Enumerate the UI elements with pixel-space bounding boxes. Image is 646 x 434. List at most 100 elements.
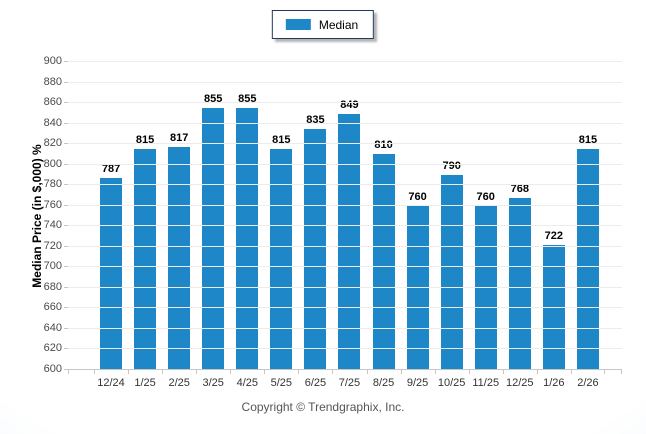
- y-tick-label: 740: [43, 219, 62, 232]
- gridline: [68, 266, 622, 268]
- gridline: [68, 327, 622, 329]
- median-series-swatch-icon: [285, 19, 311, 30]
- bar-value-label: 760: [476, 190, 495, 203]
- y-axis-title: Median Price (in $,000) %: [30, 144, 44, 288]
- x-tick-label: 4/25: [236, 377, 258, 389]
- x-tick-label: 1/26: [543, 377, 565, 389]
- bar-slot: 815 2/26: [570, 62, 605, 389]
- bar-slot: 815 5/25: [264, 62, 298, 389]
- x-axis-tick: [400, 370, 402, 374]
- gridline: [68, 307, 622, 309]
- x-tick-label: 5/25: [270, 377, 293, 389]
- bar: [508, 197, 531, 370]
- bar: [372, 154, 395, 370]
- y-axis-tick: [64, 286, 68, 288]
- x-tick-label: 12/24: [97, 377, 125, 389]
- x-axis-tick: [434, 370, 436, 374]
- bar-slot: 760 11/25: [468, 62, 503, 389]
- bar-slot: 810 8/25: [366, 62, 401, 389]
- x-tick-label: 12/25: [506, 377, 534, 389]
- y-tick-label: 640: [43, 321, 62, 334]
- bar: [134, 149, 157, 370]
- bar-value-label: 835: [306, 113, 325, 126]
- bar: [202, 108, 225, 370]
- x-axis-end-tick: [68, 370, 69, 374]
- bar-slot: 790 10/25: [434, 62, 469, 389]
- x-axis-tick: [128, 370, 130, 374]
- y-tick-label: 660: [43, 301, 62, 314]
- bar: [542, 244, 565, 370]
- bar-slot: 722 1/26: [536, 62, 571, 389]
- bar: [168, 147, 191, 370]
- bar-value-label: 815: [272, 134, 291, 147]
- y-axis-tick: [64, 122, 68, 124]
- gridline: [68, 245, 622, 247]
- y-axis-tick: [64, 81, 68, 83]
- bar-value-label: 810: [374, 139, 393, 152]
- gridline: [68, 163, 622, 165]
- bar: [236, 108, 259, 370]
- x-tick-label: 2/26: [577, 377, 599, 389]
- gridline: [68, 348, 622, 350]
- bar-value-label: 817: [169, 132, 189, 145]
- y-axis-tick: [64, 163, 68, 165]
- gridline: [68, 204, 622, 206]
- y-axis-tick: [64, 327, 68, 329]
- x-axis-tick: [230, 370, 232, 374]
- y-axis-tick: [64, 225, 68, 227]
- bar-value-label: 760: [408, 190, 427, 203]
- x-axis-tick: [502, 370, 504, 374]
- bar: [270, 149, 293, 370]
- x-tick-label: 2/25: [168, 377, 190, 389]
- plot-area: 787 12/24 815 1/25 817 2/25 855 3/25 855 4/25 815 5…: [44, 56, 622, 389]
- x-axis-tick: [603, 370, 605, 374]
- gridline: [68, 286, 622, 288]
- y-tick-label: 720: [43, 239, 62, 252]
- x-tick-label: 8/25: [372, 377, 395, 389]
- x-axis-tick: [162, 370, 164, 374]
- x-axis-tick: [570, 370, 572, 374]
- x-tick-label: 7/25: [338, 377, 361, 389]
- bar: [338, 114, 361, 370]
- y-tick-label: 700: [43, 260, 62, 273]
- x-tick-label: 11/25: [472, 377, 500, 389]
- y-tick-label: 680: [43, 280, 62, 293]
- bar-slot: 835 6/25: [298, 62, 332, 389]
- bar-slot: 817 2/25: [162, 62, 196, 389]
- y-tick-label: 620: [43, 342, 62, 355]
- bar-value-label: 855: [204, 93, 223, 106]
- y-tick-label: 800: [43, 157, 62, 170]
- bar-value-label: 815: [135, 134, 155, 147]
- bar: [440, 174, 463, 370]
- gridline: [68, 225, 622, 227]
- y-tick-label: 860: [43, 96, 62, 109]
- x-tick-label: 6/25: [304, 377, 327, 389]
- gridline: [68, 81, 622, 83]
- bar-slot: 787 12/24: [94, 62, 128, 389]
- bar: [100, 178, 123, 370]
- x-axis-tick: [332, 370, 334, 374]
- x-axis-end-tick: [621, 370, 622, 374]
- x-tick-label: 10/25: [437, 377, 466, 389]
- bar-slot: 855 3/25: [196, 62, 230, 389]
- x-axis-tick: [468, 370, 470, 374]
- y-axis-tick: [64, 307, 68, 309]
- x-axis-tick: [298, 370, 300, 374]
- bar-value-label: 790: [442, 159, 461, 172]
- gridline: [68, 102, 622, 104]
- y-axis-tick: [64, 204, 68, 206]
- y-axis-tick: [64, 61, 68, 62]
- x-tick-label: 3/25: [202, 377, 224, 389]
- y-axis-tick: [64, 184, 68, 186]
- y-tick-label: 780: [43, 178, 62, 191]
- y-axis-tick: [64, 266, 68, 268]
- bar-slot: 849 7/25: [332, 62, 366, 389]
- bar: [304, 128, 327, 370]
- bar-value-label: 722: [544, 229, 564, 242]
- y-axis-tick: [64, 245, 68, 247]
- y-tick-label: 820: [43, 137, 62, 150]
- y-tick-label: 880: [43, 75, 62, 88]
- bar-slot: 815 1/25: [128, 62, 162, 389]
- y-tick-label: 600: [43, 363, 62, 375]
